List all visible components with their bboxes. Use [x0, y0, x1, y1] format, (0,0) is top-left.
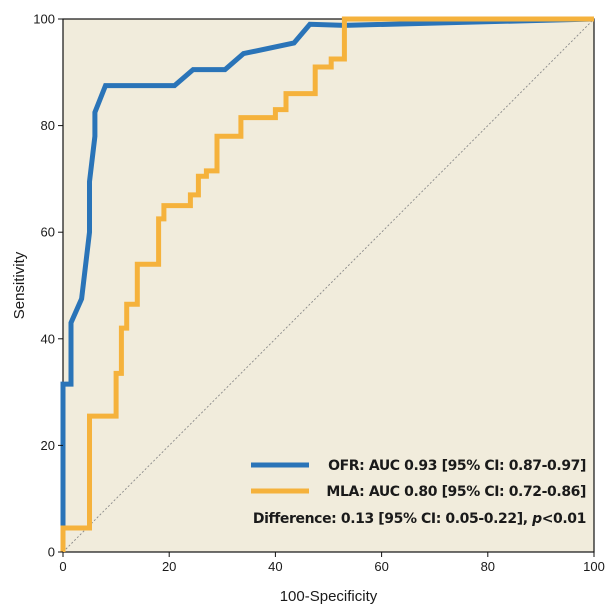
series-line-mla [60, 16, 594, 552]
y-tick-label: 40 [41, 331, 55, 346]
y-tick-label: 80 [41, 118, 55, 133]
legend-label-mla: MLA: AUC 0.80 [95% CI: 0.72-0.86] [326, 484, 586, 500]
y-tick-label: 20 [41, 438, 55, 453]
y-axis-title: Sensitivity [11, 251, 28, 319]
x-tick-label: 80 [481, 559, 495, 574]
x-axis-title: 100-Specificity [280, 588, 378, 605]
legend-label-ofr: OFR: AUC 0.93 [95% CI: 0.87-0.97] [328, 458, 586, 474]
difference-p-value: <0.01 [542, 511, 586, 527]
x-tick-label: 0 [59, 559, 66, 574]
x-tick-label: 100 [583, 559, 605, 574]
x-tick-label: 60 [374, 559, 388, 574]
x-tick-label: 40 [268, 559, 282, 574]
difference-p-symbol: p [531, 511, 542, 527]
x-tick-label: 20 [162, 559, 176, 574]
series-line-ofr [60, 16, 595, 552]
y-tick-label: 100 [33, 12, 55, 27]
difference-annotation: Difference: 0.13 [95% CI: 0.05-0.22], p<… [253, 511, 586, 527]
difference-prefix: Difference: 0.13 [95% CI: 0.05-0.22], [253, 511, 532, 527]
reference-diagonal-line [62, 18, 595, 553]
y-tick-label: 0 [48, 545, 55, 560]
y-tick-label: 60 [41, 225, 55, 240]
legend: OFR: AUC 0.93 [95% CI: 0.87-0.97] MLA: A… [251, 458, 586, 527]
